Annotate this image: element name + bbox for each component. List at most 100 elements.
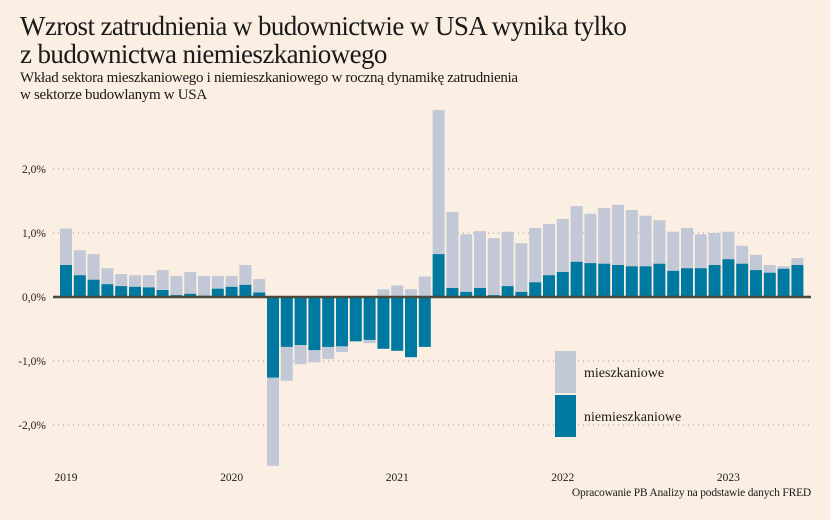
bar-non-residential <box>184 293 197 297</box>
bar-non-residential <box>239 284 252 297</box>
bar-non-residential <box>446 288 459 297</box>
bar-residential <box>750 254 762 271</box>
bar-residential <box>267 377 279 466</box>
bar-non-residential <box>101 284 114 297</box>
bar-non-residential <box>267 297 279 378</box>
bar-non-residential <box>308 297 321 351</box>
bar-residential <box>322 346 335 360</box>
bar-non-residential <box>570 261 583 297</box>
bar-non-residential <box>556 272 569 297</box>
bar-residential <box>308 350 321 363</box>
bar-residential <box>377 289 390 297</box>
bar-residential <box>239 265 252 285</box>
bar-residential <box>487 238 500 296</box>
bar-non-residential <box>405 297 417 358</box>
x-tick-label: 2022 <box>551 472 574 484</box>
legend: mieszkaniowe niemieszkaniowe <box>555 351 681 437</box>
title-line-1: Wzrost zatrudnienia w budownictwie w USA… <box>20 11 627 41</box>
bar-non-residential <box>722 259 735 297</box>
bar-residential <box>584 213 597 264</box>
bar-residential <box>708 233 721 265</box>
y-tick-label: -2,0% <box>18 420 46 432</box>
bar-residential <box>460 234 473 292</box>
bar-residential <box>170 275 183 296</box>
bar-non-residential <box>625 266 638 297</box>
bar-residential <box>763 265 776 273</box>
bar-residential <box>363 339 376 344</box>
bar-residential <box>474 231 486 289</box>
bar-non-residential <box>653 263 666 297</box>
bar-non-residential <box>612 265 624 297</box>
x-tick-label: 2021 <box>386 472 409 484</box>
bar-residential <box>418 276 431 297</box>
bar-residential <box>625 210 638 267</box>
bar-non-residential <box>460 291 473 297</box>
bar-residential <box>667 231 680 271</box>
bar-residential <box>501 231 514 287</box>
bar-non-residential <box>60 265 72 297</box>
bar-residential <box>225 275 238 287</box>
bar-residential <box>336 346 348 353</box>
bar-residential <box>612 204 624 265</box>
subtitle-line-2: w sektorze budowlanym w USA <box>20 87 207 103</box>
bar-residential <box>405 289 417 297</box>
y-tick-label: 1,0% <box>22 228 46 240</box>
y-tick-label: 0,0% <box>22 292 46 304</box>
bar-residential <box>129 275 141 287</box>
bar-non-residential <box>432 254 445 297</box>
bar-non-residential <box>763 272 776 297</box>
bar-residential <box>280 346 293 381</box>
bar-non-residential <box>253 292 266 297</box>
bar-residential <box>432 110 445 255</box>
bar-residential <box>156 270 169 290</box>
bar-residential <box>142 275 155 288</box>
bar-residential <box>349 341 362 342</box>
bar-non-residential <box>681 268 693 297</box>
y-tick-label: 2,0% <box>22 164 46 176</box>
bar-non-residential <box>501 286 514 297</box>
bar-non-residential <box>391 297 404 351</box>
bar-residential <box>73 250 86 276</box>
source-note: Opracowanie PB Analizy na podstawie dany… <box>571 487 811 499</box>
bar-residential <box>736 245 749 264</box>
bar-non-residential <box>418 297 431 347</box>
bar-non-residential <box>363 297 376 340</box>
bar-residential <box>211 275 224 289</box>
x-axis-labels: 2019 2020 2021 2022 2023 <box>55 472 741 484</box>
bars <box>60 110 804 466</box>
bar-non-residential <box>598 263 611 297</box>
bar-non-residential <box>225 286 238 297</box>
bar-residential <box>598 208 611 264</box>
bar-non-residential <box>708 265 721 297</box>
bar-residential <box>253 279 266 293</box>
bar-non-residential <box>584 263 597 297</box>
bar-residential <box>777 266 790 269</box>
bar-residential <box>87 254 100 280</box>
bar-residential <box>694 234 707 269</box>
bar-non-residential <box>349 297 362 342</box>
bar-non-residential <box>377 297 390 349</box>
bar-non-residential <box>474 288 486 297</box>
chart-title: Wzrost zatrudnienia w budownictwie w USA… <box>20 12 810 68</box>
bar-residential <box>543 224 555 276</box>
bar-residential <box>722 231 735 260</box>
bar-residential <box>515 243 528 292</box>
title-line-2: z budownictwa niemieszkaniowego <box>20 39 387 69</box>
bar-non-residential <box>115 286 128 297</box>
bar-non-residential <box>750 270 762 297</box>
x-tick-label: 2019 <box>55 472 78 484</box>
y-tick-label: -1,0% <box>18 356 46 368</box>
bar-non-residential <box>694 268 707 297</box>
bar-non-residential <box>791 265 804 297</box>
x-tick-label: 2020 <box>220 472 243 484</box>
bar-residential <box>556 218 569 272</box>
bar-non-residential <box>156 290 169 297</box>
bar-non-residential <box>129 286 141 297</box>
bar-non-residential <box>322 297 335 347</box>
bar-non-residential <box>777 268 790 297</box>
bar-residential <box>115 274 128 287</box>
bar-non-residential <box>142 287 155 297</box>
bar-residential <box>391 285 404 297</box>
bar-residential <box>198 275 210 296</box>
